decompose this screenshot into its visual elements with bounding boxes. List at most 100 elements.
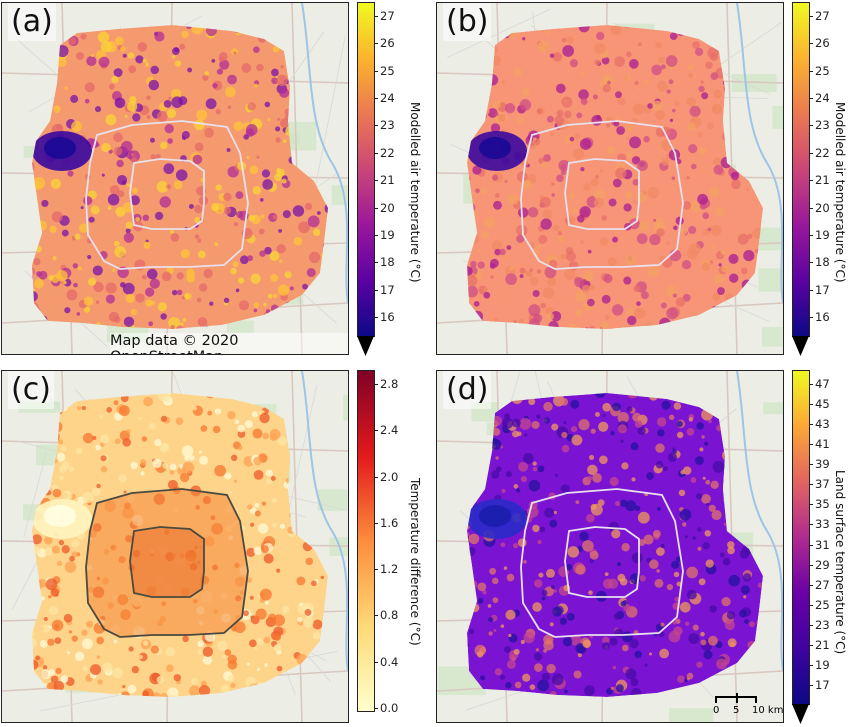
data-pixel (606, 146, 615, 155)
data-pixel (491, 470, 500, 479)
colorbar-tick-mark (374, 98, 378, 100)
river (301, 371, 348, 672)
data-pixel (499, 248, 506, 256)
data-pixel (277, 284, 290, 296)
data-pixel (632, 93, 636, 98)
data-pixel (467, 285, 478, 298)
data-pixel (194, 234, 200, 239)
data-pixel (281, 178, 287, 184)
data-pixel (686, 428, 695, 436)
data-pixel (492, 100, 501, 109)
colorbar-tick-label: 19 (380, 227, 395, 242)
data-pixel (617, 412, 629, 424)
data-pixel (538, 235, 548, 244)
data-pixel (643, 136, 650, 143)
data-pixel (48, 274, 54, 281)
colorbar-tick-mark (374, 522, 378, 524)
data-pixel (549, 53, 555, 58)
data-pixel (657, 429, 665, 437)
data-pixel (663, 466, 668, 472)
data-pixel (50, 675, 59, 684)
data-pixel (33, 258, 41, 266)
data-pixel (66, 289, 78, 301)
data-pixel (51, 211, 63, 223)
data-pixel (560, 484, 570, 494)
park-area (226, 320, 254, 333)
colorbar-tick-label: 1.6 (380, 515, 399, 530)
data-pixel (477, 249, 481, 254)
data-pixel (280, 118, 290, 128)
colorbar-tick-mark (809, 152, 813, 154)
data-pixel (83, 195, 93, 206)
data-pixel (743, 249, 755, 262)
data-pixel (43, 616, 48, 621)
data-pixel (712, 292, 721, 301)
data-pixel (47, 638, 55, 646)
data-pixel (113, 132, 123, 143)
colorbar-tick-mark (809, 444, 813, 446)
data-pixel (512, 430, 519, 438)
data-pixel (623, 203, 632, 212)
data-pixel (499, 674, 506, 680)
data-pixel (490, 123, 501, 133)
data-pixel (149, 137, 155, 143)
data-pixel (304, 608, 312, 616)
data-pixel (246, 155, 250, 160)
data-pixel (584, 685, 595, 696)
data-pixel (710, 225, 722, 237)
data-pixel (263, 553, 274, 564)
colorbar-tick-mark (374, 152, 378, 154)
data-pixel (166, 108, 177, 119)
data-pixel (539, 526, 546, 533)
data-pixel (602, 636, 610, 645)
data-pixel (507, 193, 519, 205)
data-pixel (35, 655, 40, 661)
data-pixel (559, 617, 567, 625)
data-pixel (628, 58, 639, 69)
data-pixel (163, 163, 175, 175)
data-pixel (223, 297, 230, 304)
data-pixel (98, 56, 110, 68)
data-pixel (223, 192, 232, 202)
data-pixel (71, 121, 82, 132)
data-pixel (169, 229, 175, 235)
colorbar-tick-mark (374, 476, 378, 478)
data-pixel (495, 466, 502, 472)
data-pixel (612, 304, 624, 316)
data-pixel (567, 546, 580, 558)
data-pixel (123, 316, 135, 327)
data-pixel (126, 429, 131, 434)
data-pixel (273, 643, 282, 652)
data-pixel (609, 637, 618, 646)
data-pixel (68, 466, 75, 472)
data-pixel (677, 675, 685, 683)
data-pixel (491, 240, 503, 251)
data-pixel (682, 201, 692, 210)
data-pixel (569, 136, 575, 142)
data-pixel (702, 542, 710, 550)
colorbar-tick-label: 21 (380, 173, 395, 188)
data-pixel (175, 169, 188, 181)
data-pixel (107, 206, 112, 210)
data-pixel (140, 459, 147, 466)
data-pixel (284, 271, 292, 279)
data-pixel (721, 597, 731, 607)
data-pixel (513, 67, 523, 77)
data-pixel (202, 74, 209, 81)
data-pixel (282, 609, 287, 614)
data-pixel (698, 578, 706, 586)
data-pixel (625, 254, 636, 266)
data-pixel (50, 178, 61, 189)
data-pixel (116, 159, 124, 168)
data-pixel (127, 684, 137, 694)
data-pixel (279, 523, 286, 530)
colorbar-tick-mark (374, 384, 378, 385)
data-pixel (154, 438, 162, 447)
data-pixel (131, 187, 138, 194)
data-pixel (708, 504, 716, 512)
data-pixel (81, 629, 88, 636)
data-pixel (690, 477, 697, 483)
data-pixel (44, 536, 53, 545)
data-pixel (194, 216, 201, 224)
data-pixel (273, 633, 282, 641)
